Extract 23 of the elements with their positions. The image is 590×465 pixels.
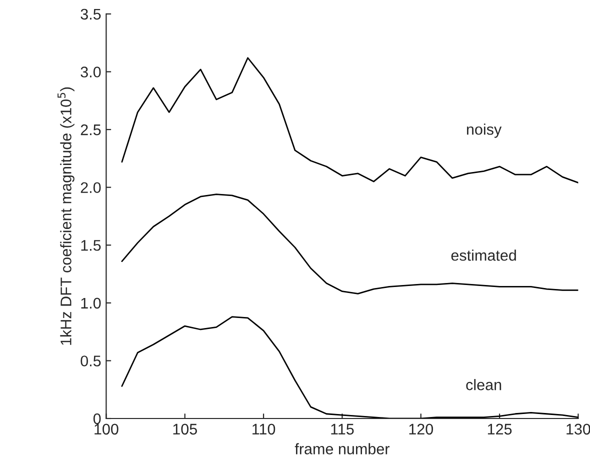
x-tick-label: 110	[252, 424, 276, 435]
x-tick-label: 115	[331, 424, 354, 435]
series-label: estimated	[451, 250, 516, 261]
series-label: clean	[466, 379, 502, 390]
line-series	[121, 316, 578, 418]
line-series	[121, 57, 578, 184]
x-tick-label: 105	[173, 424, 197, 435]
y-tick-label: 1.5	[81, 240, 101, 251]
y-tick-label: 2.5	[80, 124, 101, 136]
y-tick-label: 0.5	[80, 356, 101, 366]
series-label: noisy	[466, 124, 502, 138]
y-tick-label: 2.0	[80, 182, 101, 194]
x-tick-label: 125	[488, 424, 512, 435]
x-tick-label: 130	[566, 424, 590, 435]
x-tick-label: 120	[409, 424, 434, 435]
y-tick-label: 0	[93, 413, 101, 424]
y-tick-label: 3.5	[80, 8, 101, 20]
y-tick-label: 1.0	[81, 298, 101, 309]
y-axis-title: 1kHz DFT coeficient magnitude (x10$^{5}$)	[58, 87, 74, 345]
line-series	[121, 194, 578, 294]
x-axis-title: frame number	[294, 443, 390, 454]
x-tick-label: 100	[94, 424, 118, 435]
y-tick-label: 3.0	[80, 66, 101, 78]
